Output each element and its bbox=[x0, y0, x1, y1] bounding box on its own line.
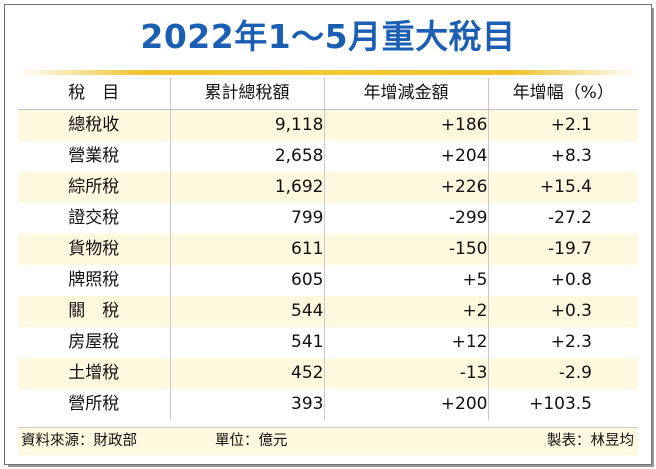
table-row: 營所稅 393 +200 +103.5 bbox=[18, 389, 638, 420]
source-note: 資料來源：財政部 bbox=[21, 433, 137, 449]
change-cell: +12 bbox=[323, 327, 488, 358]
table-row: 綜所稅 1,692 +226 +15.4 bbox=[18, 172, 638, 203]
growth-cell: -19.7 bbox=[487, 234, 638, 265]
header-row: 稅 目 累計總稅額 年增減金額 年增幅（%） bbox=[18, 78, 638, 110]
tax-name-cell: 關 稅 bbox=[18, 296, 170, 327]
table-row: 營業稅 2,658 +204 +8.3 bbox=[18, 141, 638, 172]
table-row: 總稅收 9,118 +186 +2.1 bbox=[18, 109, 638, 141]
total-cell: 544 bbox=[169, 296, 324, 327]
table-body: 總稅收 9,118 +186 +2.1 營業稅 2,658 +204 +8.3 綜所稅 1,692… bbox=[18, 109, 638, 420]
table-row: 房屋稅 541 +12 +2.3 bbox=[18, 327, 638, 358]
header-growth: 年增幅（%） bbox=[487, 78, 638, 110]
maker-note: 製表：林昱均 bbox=[547, 433, 634, 449]
tax-name-cell: 營所稅 bbox=[18, 389, 170, 420]
change-cell: +226 bbox=[323, 172, 488, 203]
growth-cell: +8.3 bbox=[487, 141, 638, 172]
growth-cell: -27.2 bbox=[487, 203, 638, 234]
frame-shadow-bottom bbox=[8, 464, 654, 467]
total-cell: 541 bbox=[169, 327, 324, 358]
tax-name-cell: 房屋稅 bbox=[18, 327, 170, 358]
table-footer: 資料來源：財政部 單位：億元 製表：林昱均 bbox=[18, 427, 638, 455]
table-title: 2022年1～5月重大稅目 bbox=[140, 17, 516, 56]
tax-name-cell: 證交稅 bbox=[18, 203, 170, 234]
change-cell: -299 bbox=[323, 203, 488, 234]
tax-name-cell: 貨物稅 bbox=[18, 234, 170, 265]
total-cell: 611 bbox=[169, 234, 324, 265]
change-cell: +204 bbox=[323, 141, 488, 172]
change-cell: +5 bbox=[323, 265, 488, 296]
total-cell: 393 bbox=[169, 389, 324, 420]
table-row: 土增稅 452 -13 -2.9 bbox=[18, 358, 638, 389]
total-cell: 9,118 bbox=[169, 109, 324, 141]
table-header: 稅 目 累計總稅額 年增減金額 年增幅（%） bbox=[18, 78, 638, 110]
growth-cell: +0.8 bbox=[487, 265, 638, 296]
total-cell: 605 bbox=[169, 265, 324, 296]
frame-shadow-right bbox=[651, 8, 654, 465]
total-cell: 2,658 bbox=[169, 141, 324, 172]
header-total: 累計總稅額 bbox=[169, 78, 324, 110]
total-cell: 1,692 bbox=[169, 172, 324, 203]
table-row: 牌照稅 605 +5 +0.8 bbox=[18, 265, 638, 296]
tax-name-cell: 土增稅 bbox=[18, 358, 170, 389]
table-row: 證交稅 799 -299 -27.2 bbox=[18, 203, 638, 234]
growth-cell: +2.1 bbox=[487, 109, 638, 141]
unit-note: 單位：億元 bbox=[215, 433, 288, 449]
change-cell: +2 bbox=[323, 296, 488, 327]
growth-cell: +0.3 bbox=[487, 296, 638, 327]
total-cell: 452 bbox=[169, 358, 324, 389]
change-cell: -13 bbox=[323, 358, 488, 389]
tax-name-cell: 綜所稅 bbox=[18, 172, 170, 203]
total-cell: 799 bbox=[169, 203, 324, 234]
tax-name-cell: 營業稅 bbox=[18, 141, 170, 172]
tax-name-cell: 總稅收 bbox=[18, 109, 170, 141]
table-row: 貨物稅 611 -150 -19.7 bbox=[18, 234, 638, 265]
tax-table: 稅 目 累計總稅額 年增減金額 年增幅（%） 總稅收 9,118 +186 +2.1 營… bbox=[18, 78, 638, 420]
change-cell: -150 bbox=[323, 234, 488, 265]
growth-cell: -2.9 bbox=[487, 358, 638, 389]
growth-cell: +103.5 bbox=[487, 389, 638, 420]
table-row: 關 稅 544 +2 +0.3 bbox=[18, 296, 638, 327]
tax-name-cell: 牌照稅 bbox=[18, 265, 170, 296]
change-cell: +200 bbox=[323, 389, 488, 420]
growth-cell: +2.3 bbox=[487, 327, 638, 358]
header-change: 年增減金額 bbox=[323, 78, 488, 110]
growth-cell: +15.4 bbox=[487, 172, 638, 203]
header-tax-item: 稅 目 bbox=[18, 78, 170, 110]
title-underline bbox=[18, 70, 638, 75]
change-cell: +186 bbox=[323, 109, 488, 141]
